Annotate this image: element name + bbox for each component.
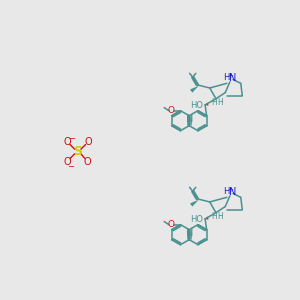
Polygon shape [190,200,199,207]
Polygon shape [190,86,199,93]
Text: N: N [185,114,193,124]
Text: −: − [67,162,74,171]
Text: O: O [168,220,175,229]
Text: −: − [68,134,75,143]
Polygon shape [204,103,208,106]
Text: +: + [227,188,233,194]
Text: O: O [63,157,71,166]
Text: S: S [73,145,82,158]
Text: H: H [217,98,223,107]
Text: H: H [224,188,230,196]
Text: H: H [211,212,217,221]
Text: +: + [227,74,233,80]
Text: H: H [224,74,230,82]
Polygon shape [204,217,208,220]
Text: N: N [229,73,237,83]
Text: N: N [185,228,193,238]
Text: HO: HO [190,215,203,224]
Text: O: O [168,106,175,115]
Text: HO: HO [190,101,203,110]
Text: O: O [83,157,91,166]
Text: N: N [229,187,237,197]
Text: O: O [64,137,71,147]
Text: O: O [85,137,92,147]
Text: H: H [217,212,223,221]
Text: H: H [211,98,217,107]
